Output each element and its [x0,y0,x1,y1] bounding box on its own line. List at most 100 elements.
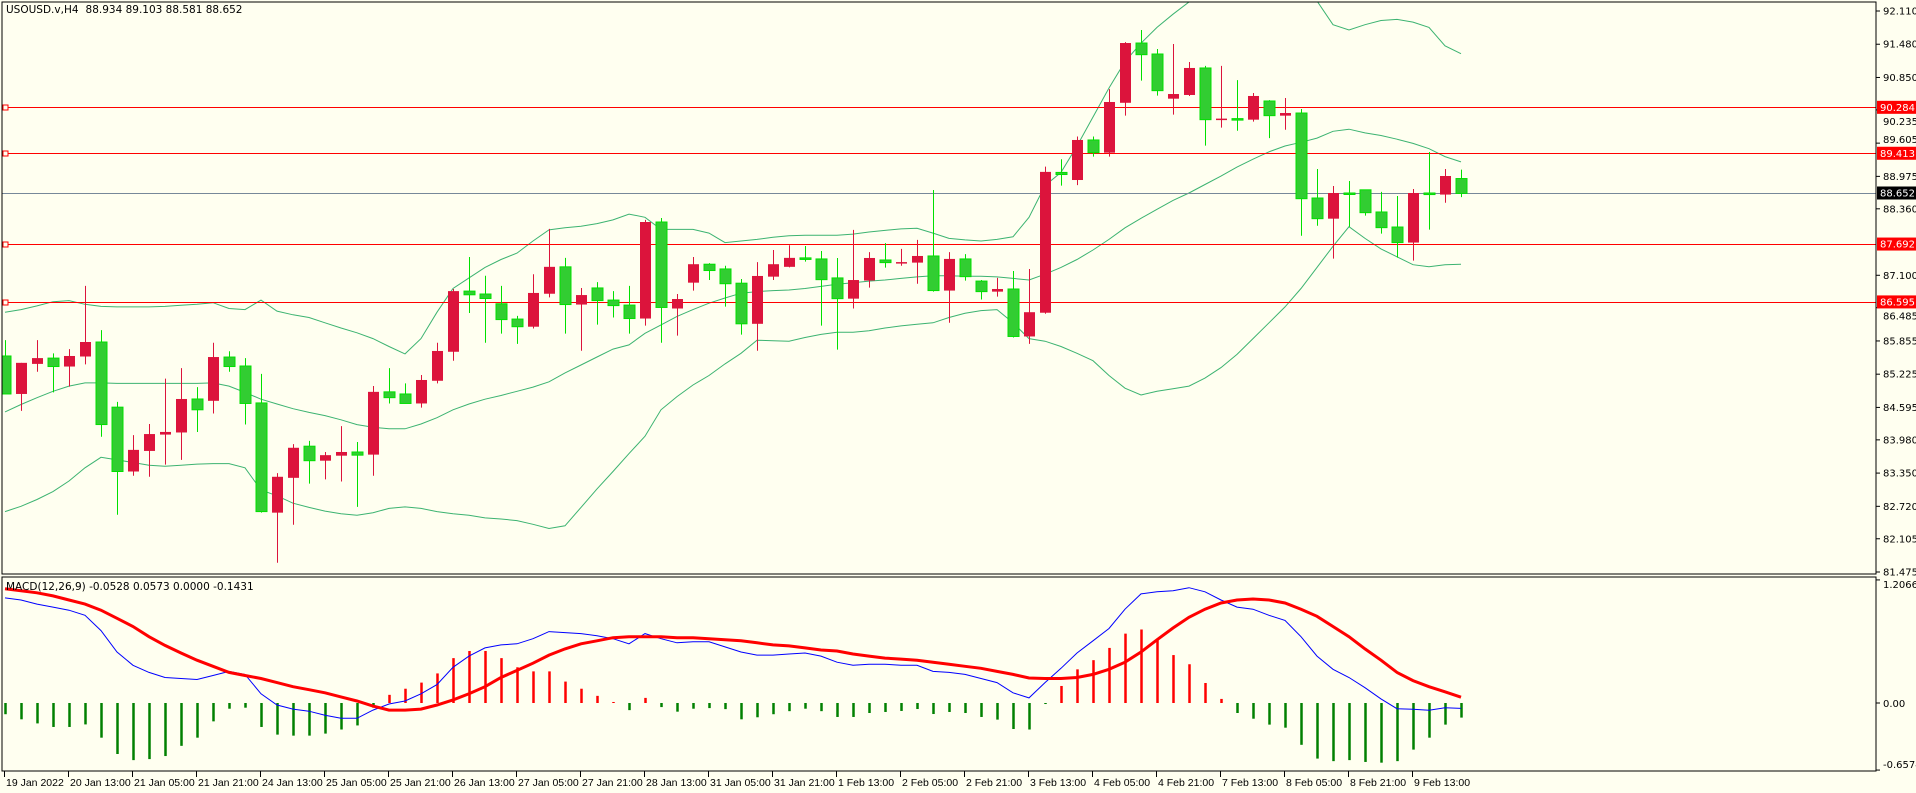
candle[interactable] [927,189,940,292]
candle[interactable] [176,368,187,460]
candle[interactable] [255,373,268,513]
candle[interactable] [1263,100,1276,139]
candle[interactable] [1151,48,1164,96]
candle[interactable] [1055,159,1068,186]
candle[interactable] [528,274,539,329]
candle[interactable] [1455,169,1468,198]
candle[interactable] [896,248,907,266]
candle[interactable] [735,278,748,335]
candle[interactable] [416,374,427,408]
line-anchor-handle[interactable] [2,150,9,157]
line-anchor-handle[interactable] [2,299,9,306]
candle[interactable] [80,285,91,365]
candle[interactable] [768,249,779,281]
candle[interactable] [208,342,219,414]
candle[interactable] [1104,89,1115,157]
candle[interactable] [688,256,699,291]
candle[interactable] [640,219,651,326]
candle[interactable] [288,444,299,525]
candle[interactable] [495,285,508,334]
candle[interactable] [1040,166,1051,314]
candle[interactable] [703,263,716,281]
candle[interactable] [607,291,620,318]
candle[interactable] [1359,189,1372,216]
candle[interactable] [815,251,828,326]
candle[interactable] [239,358,252,425]
candle[interactable] [591,282,604,325]
candle[interactable] [1024,268,1035,344]
price-line-tag[interactable] [1877,146,1916,160]
candle[interactable] [511,315,524,344]
candle[interactable] [47,353,60,393]
candle[interactable] [655,218,668,343]
candle[interactable] [16,362,27,411]
candle[interactable] [399,383,412,404]
price-line-tag[interactable] [1877,295,1916,309]
candle[interactable] [432,342,443,384]
candle[interactable] [992,277,1003,297]
time-axis[interactable]: 19 Jan 2022 20 Jan 13:00 21 Jan 05:00 21 Ja… [4,771,1471,789]
candle[interactable] [223,351,236,372]
price-axis[interactable]: 92.110 91.480 90.850 90.235 89.605 88.975 88.3… [1876,7,1916,579]
candle[interactable] [752,262,763,351]
candle[interactable] [64,349,75,387]
macd-pane[interactable] [4,587,1463,763]
candle[interactable] [1216,65,1227,128]
candle[interactable] [368,386,379,476]
price-line-tag[interactable] [1877,100,1916,114]
candle[interactable] [799,246,812,262]
candle[interactable] [672,294,683,336]
candle[interactable] [1280,98,1291,130]
candle[interactable] [95,330,108,437]
candle[interactable] [1007,271,1020,338]
candle[interactable] [128,435,139,476]
candle[interactable] [623,285,636,334]
candle[interactable] [864,252,875,288]
candle[interactable] [1391,195,1404,258]
candle[interactable] [576,287,587,351]
candle[interactable] [1311,168,1324,226]
candle[interactable] [336,426,347,482]
candle[interactable] [944,252,955,323]
candle[interactable] [719,265,732,307]
candle[interactable] [959,254,972,281]
candle[interactable] [1072,136,1083,186]
candle[interactable] [0,340,12,395]
candle[interactable] [1135,29,1148,81]
candle[interactable] [351,441,364,507]
candle[interactable] [272,473,283,563]
candle[interactable] [544,228,555,298]
candle[interactable] [975,280,988,300]
candle[interactable] [1184,62,1195,96]
candle[interactable] [160,378,171,465]
candle[interactable] [784,245,795,268]
candle[interactable] [559,257,572,334]
price-pane[interactable] [0,0,1876,563]
candle[interactable] [831,257,844,350]
candle[interactable] [1423,152,1436,230]
candle[interactable] [303,440,316,484]
candle[interactable] [1375,191,1388,234]
candle[interactable] [191,387,204,432]
candle[interactable] [479,275,492,343]
candle[interactable] [1120,42,1131,116]
candle[interactable] [879,243,892,268]
candle[interactable] [848,229,859,309]
candle[interactable] [463,256,476,313]
candle[interactable] [1087,136,1100,157]
line-anchor-handle[interactable] [2,104,9,111]
candle[interactable] [1408,189,1419,261]
candle[interactable] [144,424,155,477]
candle[interactable] [1231,80,1244,131]
candle[interactable] [1199,65,1212,146]
candle[interactable] [1248,93,1259,122]
price-line-tag[interactable] [1877,237,1916,251]
line-anchor-handle[interactable] [2,241,9,248]
candle[interactable] [1440,168,1451,203]
candle[interactable] [912,239,923,284]
candle[interactable] [1343,181,1356,227]
candle[interactable] [320,451,331,480]
candle[interactable] [1168,44,1179,115]
candle[interactable] [448,288,459,361]
